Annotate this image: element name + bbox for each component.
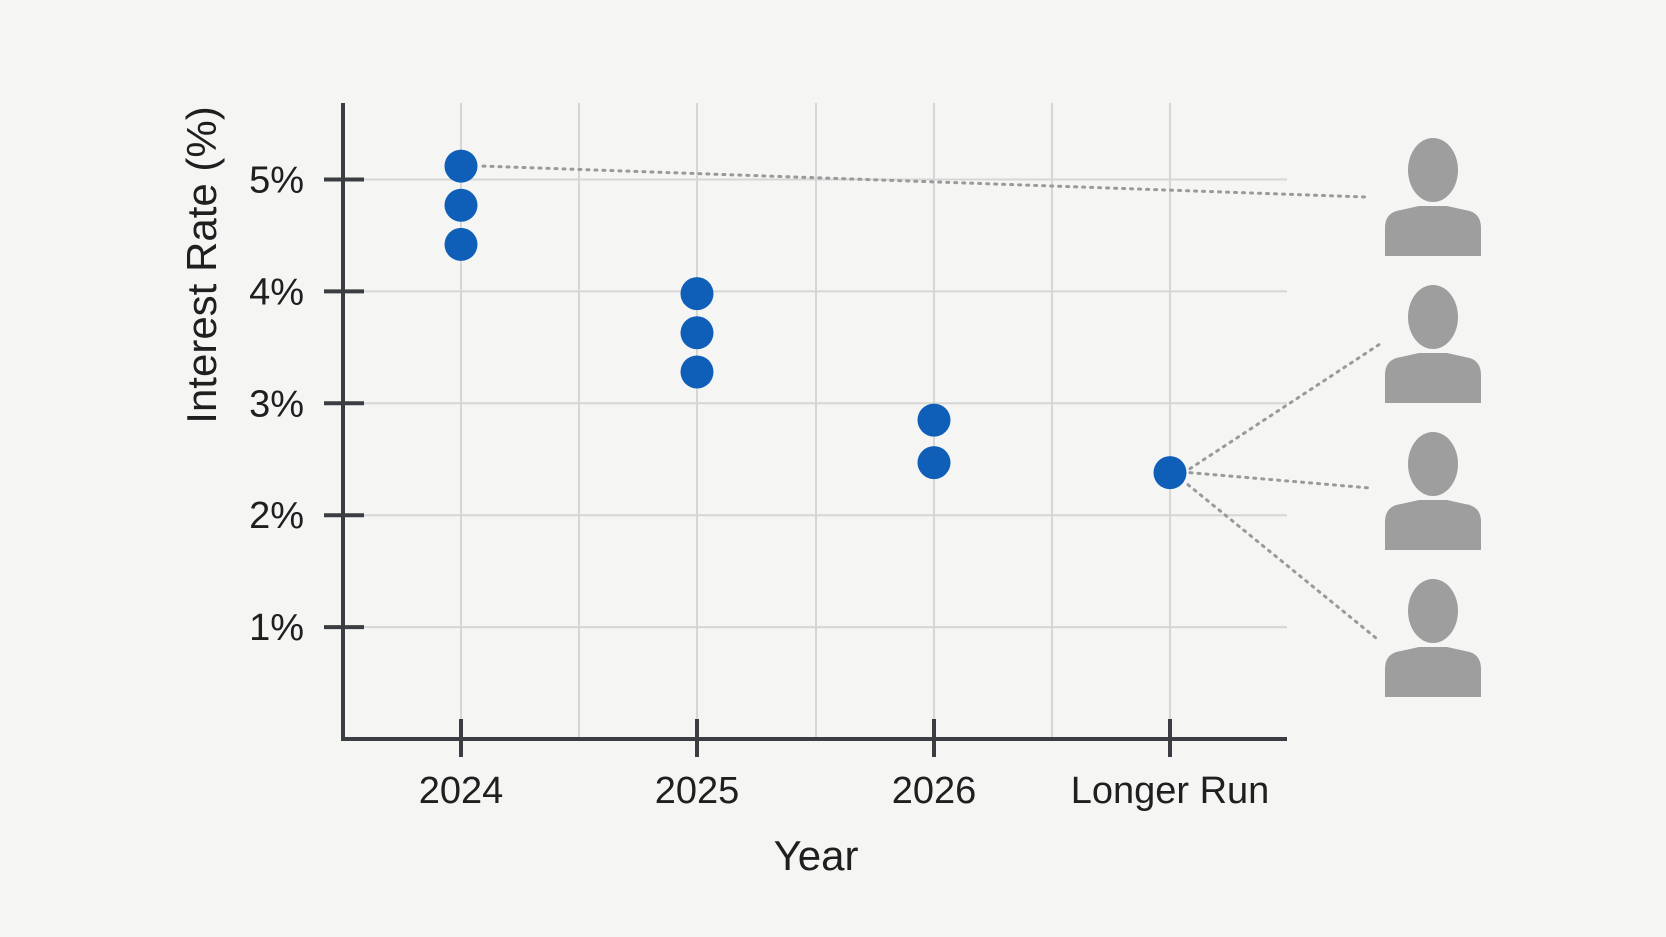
person-icon-head [1408,138,1458,202]
person-icon-body [1385,206,1481,256]
y-axis-title: Interest Rate (%) [178,106,225,423]
data-point [680,355,714,389]
data-point [1153,456,1187,490]
person-icon [1385,432,1481,550]
point-layer [444,149,1187,490]
x-tick-label: 2025 [655,770,740,812]
connector-line [1188,471,1372,490]
y-tick-label: 2% [249,495,304,537]
data-point [917,446,951,480]
data-point [444,149,478,183]
person-icon [1385,285,1481,403]
connector-line [1188,340,1385,471]
person-icon-head [1408,579,1458,643]
data-point [444,227,478,261]
data-point [680,277,714,311]
person-icon-body [1385,647,1481,697]
connector-line [1186,483,1378,640]
connector-line [481,164,1368,199]
person-icon-body [1385,500,1481,550]
axis-layer [341,103,1287,741]
y-tick-label: 1% [249,607,304,649]
tick-layer: 1% 2% 3% 4% 5% 2024 2025 2026 Longer Run [249,160,1269,813]
data-point [444,188,478,222]
y-tick-label: 5% [249,160,304,202]
grid-layer [343,103,1287,739]
person-icon [1385,138,1481,256]
x-tick-label: 2024 [419,770,504,812]
y-tick-label: 3% [249,383,304,425]
x-tick-label: Longer Run [1071,770,1270,812]
connector-layer [481,164,1385,640]
x-tick-label: 2026 [892,770,977,812]
data-point [917,403,951,437]
person-icon-body [1385,353,1481,403]
person-icon-head [1408,285,1458,349]
y-tick-label: 4% [249,271,304,313]
data-point [680,316,714,350]
icon-layer [1385,138,1481,697]
person-icon [1385,579,1481,697]
person-icon-head [1408,432,1458,496]
x-axis-title: Year [774,832,859,879]
